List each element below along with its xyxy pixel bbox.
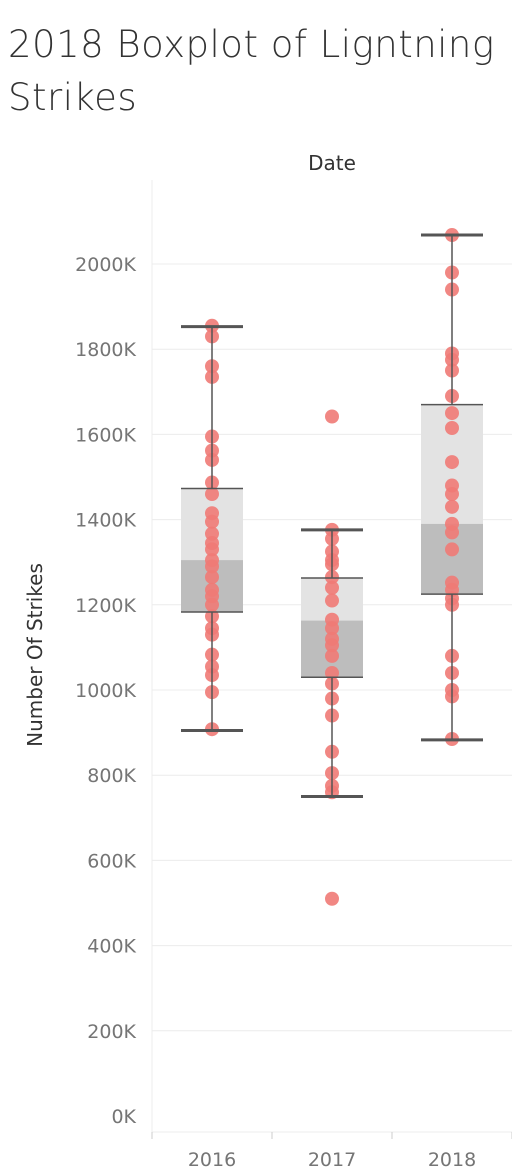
y-tick-label: 0K [111,1106,136,1128]
data-point-2017 [325,621,339,636]
data-point-2017 [325,891,339,906]
x-category-label-2018: 2018 [428,1149,476,1171]
x-category-label-2016: 2016 [188,1149,236,1171]
data-point-2018 [445,542,459,557]
data-point-2018 [445,406,459,421]
frame-layer [151,180,512,1139]
y-tick-label: 1000K [75,680,136,702]
data-point-2017 [325,665,339,680]
y-tick-label: 2000K [75,254,136,276]
chart-title: 2018 Boxplot of Ligntning Strikes [8,23,495,119]
y-tick-label: 200K [87,1021,136,1043]
data-point-2016 [205,542,219,557]
x-category-label-2017: 2017 [308,1149,356,1171]
data-point-2018 [445,421,459,436]
data-point-2016 [205,487,219,502]
data-point-2017 [325,409,339,424]
data-point-2017 [325,580,339,595]
y-tick-label: 800K [87,765,136,787]
y-tick-label: 400K [87,936,136,958]
data-point-2016 [205,514,219,529]
y-tick-label: 1600K [75,424,136,446]
data-point-2018 [445,525,459,540]
data-point-2017 [325,648,339,663]
header-label: Date [308,151,356,175]
data-point-2016 [205,570,219,585]
y-tick-label: 1200K [75,595,136,617]
label-layer: Date Number Of Strikes 0K 200K 400K 600K 800… [23,151,476,1171]
data-point-2017 [325,638,339,653]
data-point-2016 [205,559,219,574]
data-point-2016 [205,597,219,612]
data-point-2017 [325,593,339,608]
y-axis-title: Number Of Strikes [23,563,47,747]
y-tick-label: 1400K [75,510,136,532]
data-point-2018 [445,487,459,502]
y-tick-label: 600K [87,850,136,872]
y-tick-label: 1800K [75,339,136,361]
data-point-2018 [445,455,459,470]
whisker-layer [181,233,483,798]
data-point-2018 [445,499,459,514]
